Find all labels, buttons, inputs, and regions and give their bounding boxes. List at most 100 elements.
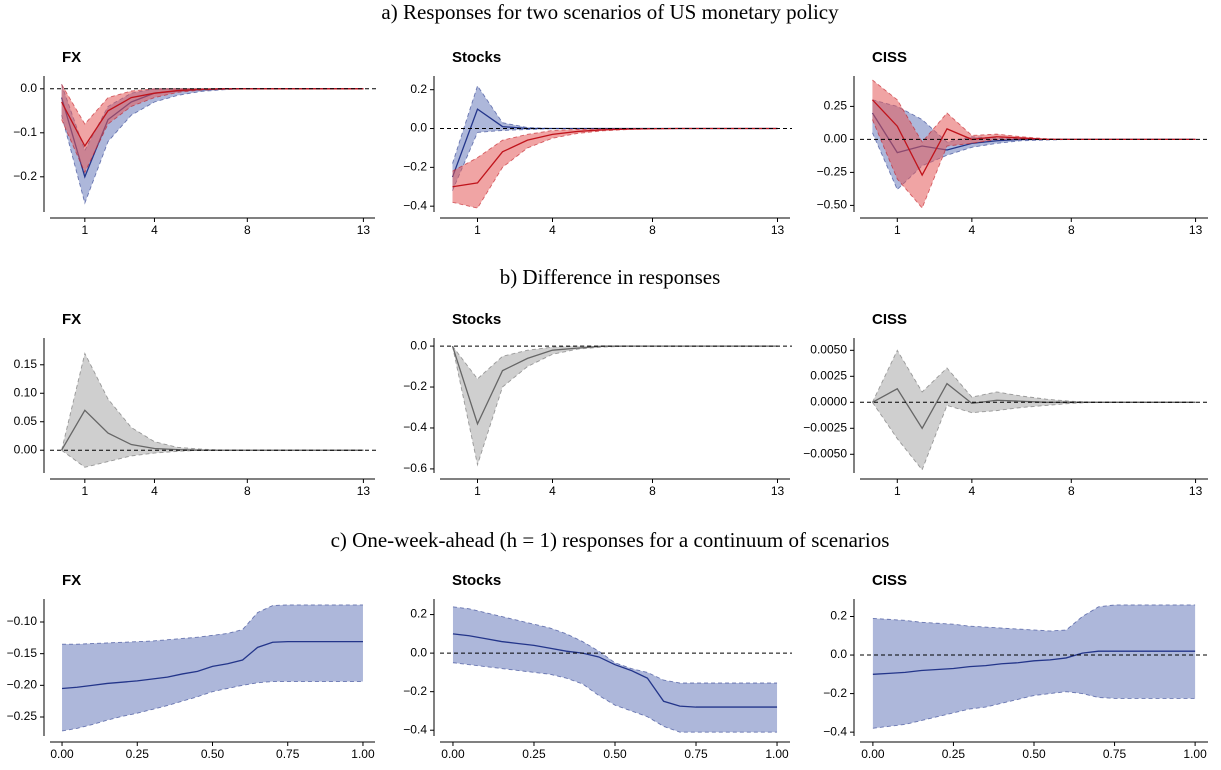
y-tick-label: 0.05 xyxy=(14,414,38,428)
y-tick-label: 0.0050 xyxy=(810,342,847,356)
band xyxy=(452,606,778,733)
y-tick-label: −0.2 xyxy=(403,379,427,393)
y-tick-label: −0.1 xyxy=(13,125,37,139)
x-tick-label: 0.75 xyxy=(684,747,708,761)
x-tick-label: 0.50 xyxy=(201,747,225,761)
panel-title: FX xyxy=(62,311,81,328)
y-tick-label: 0.00 xyxy=(14,442,38,456)
x-tick-label: 8 xyxy=(649,484,656,498)
y-tick-label: 0.25 xyxy=(824,99,848,113)
band xyxy=(452,85,778,191)
band-edge xyxy=(872,349,1196,403)
band-edge xyxy=(872,691,1196,729)
panel-title: Stocks xyxy=(452,572,501,589)
x-tick-label: 13 xyxy=(357,484,371,498)
x-tick-label: 4 xyxy=(969,484,976,498)
x-tick-label: 0.25 xyxy=(942,747,966,761)
x-tick-label: 0.00 xyxy=(50,747,74,761)
line xyxy=(61,640,363,690)
y-tick-label: −0.2 xyxy=(403,160,427,174)
panel-title: Stocks xyxy=(452,311,501,328)
x-tick-label: 1.00 xyxy=(1183,747,1207,761)
x-tick-label: 0.25 xyxy=(522,747,546,761)
x-tick-label: 0.25 xyxy=(126,747,150,761)
x-tick-label: 4 xyxy=(151,223,158,237)
y-tick-label: 0.0 xyxy=(830,647,847,661)
y-tick-label: −0.0050 xyxy=(803,446,847,460)
y-tick-label: −0.2 xyxy=(403,684,427,698)
x-tick-label: 4 xyxy=(151,484,158,498)
y-tick-label: −0.4 xyxy=(403,420,427,434)
y-tick-label: −0.0025 xyxy=(803,420,847,434)
band xyxy=(61,353,364,468)
section-title: c) One-week-ahead (h = 1) responses for … xyxy=(331,528,890,552)
x-tick-label: 8 xyxy=(1068,223,1075,237)
band xyxy=(452,346,778,465)
y-tick-label: −0.25 xyxy=(7,709,38,723)
y-tick-label: −0.2 xyxy=(823,686,847,700)
y-tick-label: −0.25 xyxy=(817,165,848,179)
panel-title: CISS xyxy=(872,572,907,589)
band xyxy=(62,604,363,731)
y-tick-label: 0.2 xyxy=(830,609,847,623)
band-edge xyxy=(61,681,363,732)
x-tick-label: 13 xyxy=(1189,484,1203,498)
x-tick-label: 0.00 xyxy=(861,747,885,761)
x-tick-label: 4 xyxy=(549,484,556,498)
panel-title: FX xyxy=(62,572,81,589)
y-tick-label: 0.10 xyxy=(14,385,38,399)
panel-title: CISS xyxy=(872,311,907,328)
panel-title: CISS xyxy=(872,49,907,66)
line xyxy=(872,650,1196,675)
section-title: b) Difference in responses xyxy=(500,265,721,289)
band xyxy=(872,350,1196,470)
y-tick-label: 0.2 xyxy=(410,607,427,621)
band-edge xyxy=(872,401,1196,471)
section-title: a) Responses for two scenarios of US mon… xyxy=(381,0,839,24)
x-tick-label: 4 xyxy=(549,223,556,237)
y-tick-label: 0.0 xyxy=(410,338,427,352)
band-edge xyxy=(61,449,364,468)
y-tick-label: −0.2 xyxy=(13,169,37,183)
x-tick-label: 8 xyxy=(244,223,251,237)
x-tick-label: 8 xyxy=(649,223,656,237)
band-edge xyxy=(872,604,1196,632)
band xyxy=(872,80,1196,209)
band xyxy=(452,128,778,209)
panel-title: Stocks xyxy=(452,49,501,66)
y-tick-label: 0.2 xyxy=(410,82,427,96)
x-tick-label: 13 xyxy=(357,223,371,237)
x-tick-label: 0.75 xyxy=(276,747,300,761)
x-tick-label: 1 xyxy=(474,484,481,498)
x-tick-label: 1.00 xyxy=(765,747,789,761)
x-tick-label: 1 xyxy=(894,484,901,498)
x-tick-label: 8 xyxy=(244,484,251,498)
x-tick-label: 13 xyxy=(1189,223,1203,237)
line xyxy=(452,633,778,708)
y-tick-label: −0.4 xyxy=(403,722,427,736)
x-tick-label: 1 xyxy=(894,223,901,237)
y-tick-label: −0.20 xyxy=(7,678,38,692)
y-tick-label: 0.0 xyxy=(20,81,37,95)
x-tick-label: 1 xyxy=(81,484,88,498)
y-tick-label: −0.4 xyxy=(823,724,847,738)
x-tick-label: 0.00 xyxy=(441,747,465,761)
x-tick-label: 0.75 xyxy=(1103,747,1127,761)
y-tick-label: 0.0000 xyxy=(810,394,847,408)
x-tick-label: 0.50 xyxy=(603,747,627,761)
y-tick-label: 0.00 xyxy=(824,132,848,146)
x-tick-label: 1 xyxy=(81,223,88,237)
x-tick-label: 13 xyxy=(771,484,785,498)
y-tick-label: −0.15 xyxy=(7,646,38,660)
band-edge xyxy=(62,604,363,645)
x-tick-label: 1.00 xyxy=(351,747,375,761)
y-tick-label: 0.0 xyxy=(410,121,427,135)
band-edge xyxy=(452,662,778,733)
y-tick-label: 0.0025 xyxy=(810,368,847,382)
panel-title: FX xyxy=(62,49,81,66)
x-tick-label: 1 xyxy=(474,223,481,237)
x-tick-label: 8 xyxy=(1068,484,1075,498)
y-tick-label: 0.15 xyxy=(14,357,38,371)
band xyxy=(872,604,1196,729)
